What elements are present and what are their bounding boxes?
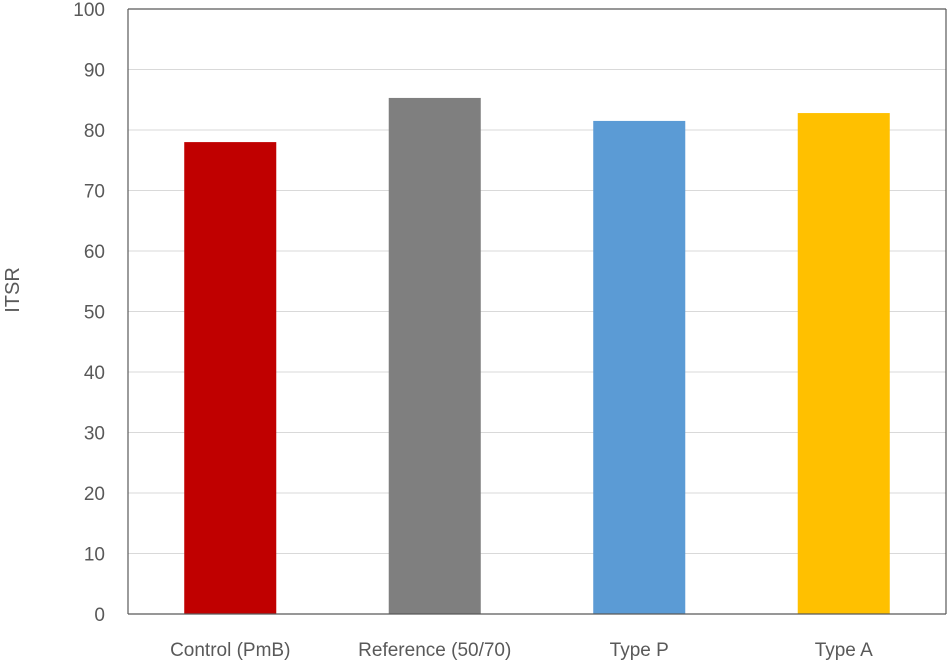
y-tick-label: 70 bbox=[84, 182, 105, 203]
y-tick-label: 60 bbox=[84, 242, 105, 263]
bar-type-p bbox=[593, 120, 686, 615]
bar-control-pmb bbox=[184, 142, 277, 614]
x-tick-label: Type A bbox=[815, 640, 873, 661]
bars bbox=[184, 97, 890, 615]
y-tick-labels: 0 10 20 30 40 50 60 70 80 90 100 bbox=[73, 0, 105, 626]
y-tick-label: 30 bbox=[84, 424, 105, 445]
bar-reference-50-70 bbox=[388, 97, 481, 614]
y-tick-label: 90 bbox=[84, 61, 105, 82]
y-tick-label: 100 bbox=[73, 0, 105, 21]
x-tick-labels: Control (PmB) Reference (50/70) Type P Type… bbox=[170, 640, 873, 661]
y-tick-label: 40 bbox=[84, 363, 105, 384]
bar-type-a bbox=[797, 113, 890, 614]
y-tick-label: 20 bbox=[84, 484, 105, 505]
y-tick-label: 80 bbox=[84, 121, 105, 142]
y-tick-label: 10 bbox=[84, 545, 105, 566]
axes bbox=[127, 8, 947, 615]
y-tick-label: 0 bbox=[94, 605, 105, 626]
x-tick-label: Reference (50/70) bbox=[358, 640, 511, 661]
x-tick-label: Control (PmB) bbox=[170, 640, 290, 661]
x-tick-label: Type P bbox=[610, 640, 669, 661]
y-axis-title: ITSR bbox=[2, 267, 24, 313]
y-tick-label: 50 bbox=[84, 303, 105, 324]
